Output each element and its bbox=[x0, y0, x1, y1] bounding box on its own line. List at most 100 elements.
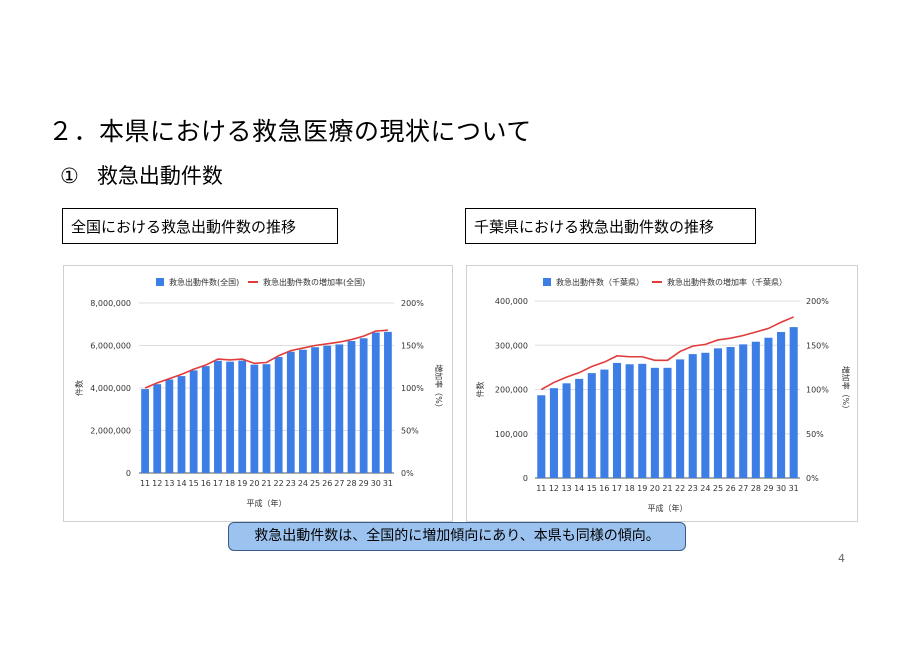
x-tick-label: 21 bbox=[261, 479, 271, 488]
legend-line-label: 救急出動件数の増加率(全国) bbox=[263, 277, 365, 287]
bar bbox=[153, 384, 162, 473]
x-tick-label: 19 bbox=[237, 479, 247, 488]
page-title: ２．本県における救急医療の現状について bbox=[48, 117, 532, 146]
bar bbox=[250, 364, 259, 473]
y-tick-label: 4,000,000 bbox=[90, 384, 131, 393]
x-tick-label: 17 bbox=[612, 484, 622, 493]
x-tick-label: 12 bbox=[152, 479, 162, 488]
bar bbox=[777, 331, 786, 478]
y-axis-label: 件数 bbox=[475, 382, 485, 398]
chiba-emergency-dispatch-chart: 0 100,000 200,000 300,000 400,000 0% 50% 100% 15… bbox=[475, 277, 851, 513]
y2-tick-label: 50% bbox=[401, 427, 419, 436]
bar bbox=[537, 395, 546, 478]
x-tick-label: 29 bbox=[763, 484, 773, 493]
x-tick-label: 25 bbox=[310, 479, 320, 488]
y2-tick-label: 0% bbox=[806, 474, 819, 483]
bar bbox=[650, 367, 659, 478]
bar bbox=[335, 344, 344, 473]
x-tick-label: 22 bbox=[675, 484, 685, 493]
national-chart-caption: 全国における救急出動件数の推移 bbox=[62, 208, 338, 244]
x-tick-label: 27 bbox=[334, 479, 344, 488]
growth-rate-line bbox=[540, 316, 795, 391]
legend-bar-swatch bbox=[543, 278, 551, 286]
y-tick-label: 400,000 bbox=[495, 297, 528, 306]
bar bbox=[201, 366, 210, 473]
x-axis-label: 平成（年） bbox=[247, 498, 287, 508]
x-tick-label: 30 bbox=[776, 484, 786, 493]
x-tick-label: 11 bbox=[140, 479, 150, 488]
bar bbox=[638, 363, 647, 478]
x-tick-label: 20 bbox=[650, 484, 660, 493]
growth-rate-line bbox=[144, 329, 388, 389]
bar bbox=[688, 354, 697, 478]
bar bbox=[311, 347, 319, 473]
y2-tick-label: 100% bbox=[806, 386, 829, 395]
y2-axis-label: 増加率（%） bbox=[434, 364, 444, 412]
page-number: 4 bbox=[838, 552, 845, 565]
x-tick-label: 14 bbox=[574, 484, 584, 493]
x-tick-label: 16 bbox=[599, 484, 609, 493]
bar bbox=[587, 373, 596, 478]
chiba-chart-caption: 千葉県における救急出動件数の推移 bbox=[465, 208, 756, 244]
x-tick-label: 15 bbox=[189, 479, 199, 488]
legend-bar-swatch bbox=[156, 278, 164, 286]
y-tick-label: 6,000,000 bbox=[90, 342, 131, 351]
bar bbox=[347, 341, 356, 473]
x-tick-label: 30 bbox=[371, 479, 381, 488]
bar bbox=[764, 337, 773, 478]
bar bbox=[214, 360, 222, 473]
bar bbox=[286, 351, 295, 473]
subtitle-number: ① bbox=[60, 164, 79, 188]
x-tick-label: 22 bbox=[274, 479, 284, 488]
x-tick-label: 28 bbox=[346, 479, 356, 488]
x-tick-label: 13 bbox=[164, 479, 174, 488]
national-chart-panel: 0 2,000,000 4,000,000 6,000,000 8,000,000 0% 5… bbox=[63, 265, 453, 522]
summary-callout: 救急出動件数は、全国的に増加傾向にあり、本県も同様の傾向。 bbox=[228, 522, 686, 551]
subtitle-text: 救急出動件数 bbox=[96, 164, 223, 188]
y2-tick-label: 150% bbox=[806, 341, 829, 350]
x-tick-label: 19 bbox=[637, 484, 647, 493]
y-tick-label: 100,000 bbox=[495, 430, 528, 439]
y-tick-label: 200,000 bbox=[495, 386, 528, 395]
bar bbox=[238, 360, 247, 473]
y2-tick-label: 150% bbox=[401, 342, 424, 351]
bar bbox=[189, 370, 198, 473]
bar bbox=[751, 341, 760, 478]
legend-bar-label: 救急出動件数（千葉県） bbox=[556, 277, 644, 287]
x-tick-label: 18 bbox=[625, 484, 635, 493]
bar bbox=[359, 338, 368, 473]
x-tick-label: 11 bbox=[536, 484, 546, 493]
y2-tick-label: 100% bbox=[401, 384, 424, 393]
x-tick-label: 25 bbox=[713, 484, 723, 493]
y2-tick-label: 50% bbox=[806, 430, 824, 439]
bar bbox=[262, 364, 271, 473]
x-tick-label: 27 bbox=[738, 484, 748, 493]
x-tick-label: 23 bbox=[286, 479, 296, 488]
y2-tick-label: 200% bbox=[401, 299, 424, 308]
y-tick-label: 300,000 bbox=[495, 341, 528, 350]
x-tick-label: 24 bbox=[700, 484, 710, 493]
bar bbox=[549, 388, 558, 478]
x-tick-label: 13 bbox=[561, 484, 571, 493]
bar bbox=[663, 367, 672, 478]
bar bbox=[789, 327, 798, 478]
bar bbox=[177, 376, 186, 473]
x-tick-label: 26 bbox=[322, 479, 332, 488]
x-tick-label: 20 bbox=[249, 479, 259, 488]
x-tick-label: 31 bbox=[383, 479, 393, 488]
bar bbox=[713, 348, 723, 478]
y-tick-label: 2,000,000 bbox=[90, 427, 131, 436]
bar bbox=[600, 369, 609, 478]
x-tick-label: 14 bbox=[176, 479, 186, 488]
x-tick-label: 24 bbox=[298, 479, 308, 488]
x-tick-label: 16 bbox=[201, 479, 211, 488]
bar bbox=[575, 378, 584, 478]
x-tick-label: 23 bbox=[688, 484, 698, 493]
y-tick-label: 0 bbox=[523, 474, 528, 483]
bar bbox=[625, 364, 634, 478]
bar bbox=[226, 361, 234, 473]
bar bbox=[371, 332, 380, 473]
x-tick-label: 29 bbox=[359, 479, 369, 488]
y2-tick-label: 0% bbox=[401, 469, 414, 478]
bar bbox=[141, 389, 149, 473]
